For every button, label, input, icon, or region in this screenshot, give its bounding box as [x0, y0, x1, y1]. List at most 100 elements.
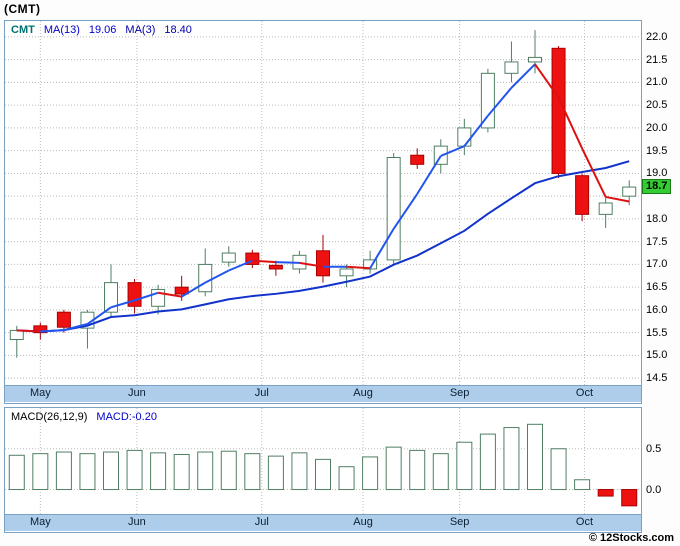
- ma3-segment: [228, 259, 253, 272]
- legend-ma3-label: MA(3): [125, 24, 156, 36]
- ma3-segment: [299, 261, 324, 268]
- ma3-segment: [534, 63, 560, 99]
- candle-up: [363, 259, 378, 270]
- macd-bar-positive: [267, 455, 284, 491]
- candle-up: [480, 72, 495, 129]
- candle-down: [33, 325, 48, 334]
- ma3-segment: [605, 195, 630, 203]
- macd-bar-positive: [479, 433, 496, 491]
- price-tick-label: 17.0: [646, 258, 668, 271]
- price-tick-label: 19.0: [646, 167, 668, 180]
- price-tick-label: 15.0: [646, 349, 668, 362]
- ma3-segment: [181, 281, 206, 298]
- candle-up: [598, 202, 613, 215]
- legend-ma3-value: 18.40: [164, 24, 192, 36]
- candle-down: [316, 250, 330, 277]
- price-month-axis: May Jun Jul Aug Sep Oct: [5, 385, 641, 402]
- macd-panel: MACD(26,12,9) MACD:-0.20 May Jun Jul Aug Sep O…: [4, 407, 642, 533]
- macd-bar-positive: [8, 454, 25, 491]
- macd-bar-positive: [315, 458, 331, 491]
- ma3-segment: [440, 145, 465, 157]
- macd-bar-positive: [338, 466, 355, 491]
- candle-up: [9, 329, 24, 340]
- price-tick-label: 16.5: [646, 281, 668, 294]
- macd-bar-positive: [362, 456, 379, 491]
- candle-down: [268, 264, 283, 270]
- macd-chart-canvas: [5, 408, 641, 514]
- legend-ma13-value: 19.06: [88, 24, 117, 36]
- price-tick-label: 15.5: [646, 326, 668, 339]
- macd-bar-positive: [291, 452, 308, 491]
- macd-bar-positive: [220, 450, 237, 491]
- price-tick-label: 16.0: [646, 303, 668, 316]
- macd-bar-positive: [432, 453, 449, 491]
- candle-up: [386, 157, 401, 261]
- candle-up: [504, 61, 519, 74]
- candle-up: [198, 263, 213, 293]
- ma3-segment: [369, 228, 395, 269]
- macd-legend: MACD(26,12,9) MACD:-0.20: [11, 411, 166, 423]
- month-label: Jun: [128, 516, 146, 528]
- last-price-badge: 18.7: [642, 179, 672, 195]
- macd-bar-positive: [527, 423, 543, 491]
- ma3-segment: [157, 291, 182, 298]
- price-tick-label: 18.0: [646, 212, 668, 225]
- candle-up: [104, 282, 118, 313]
- macd-bar-positive: [173, 453, 190, 491]
- month-label: Jun: [128, 387, 146, 399]
- watermark: © 12Stocks.com: [588, 532, 674, 544]
- month-label: Aug: [353, 387, 373, 399]
- month-label: May: [29, 516, 51, 528]
- macd-bar-positive: [55, 451, 72, 491]
- month-label: May: [29, 387, 51, 399]
- macd-bar-positive: [126, 449, 143, 491]
- ma3-segment: [463, 115, 489, 147]
- ticker-title: (CMT): [4, 2, 41, 16]
- macd-bar-positive: [385, 446, 402, 491]
- price-tick-label: 21.5: [646, 53, 668, 66]
- macd-month-axis: May Jun Jul Aug Sep Oct: [5, 514, 641, 531]
- legend-symbol: CMT: [11, 24, 35, 36]
- macd-bar-positive: [574, 479, 591, 491]
- candle-up: [457, 127, 472, 147]
- ma3-segment: [134, 291, 159, 302]
- ma3-segment: [510, 63, 536, 89]
- ma13-line: [16, 160, 630, 333]
- price-tick-label: 20.5: [646, 99, 668, 112]
- candle-up: [339, 268, 354, 277]
- macd-tick-label: 0.0: [646, 483, 662, 496]
- candle-down: [56, 311, 71, 328]
- month-label: Oct: [575, 516, 594, 528]
- price-chart-panel: CMT MA(13) 19.06 MA(3) 18.40 May Jun Jul Aug Sep…: [4, 20, 642, 404]
- candle-up: [622, 186, 637, 197]
- price-tick-label: 22.0: [646, 30, 668, 43]
- ma3-segment: [252, 259, 276, 264]
- macd-bar-positive: [550, 448, 567, 491]
- macd-bar-positive: [503, 427, 520, 491]
- macd-value: MACD:-0.20: [96, 411, 157, 423]
- month-label: Jul: [254, 387, 269, 399]
- price-legend: CMT MA(13) 19.06 MA(3) 18.40: [11, 24, 201, 36]
- price-tick-label: 20.0: [646, 121, 668, 134]
- candle-up: [528, 56, 542, 63]
- macd-bar-positive: [79, 453, 96, 491]
- ma3-segment: [86, 306, 112, 325]
- macd-axis-labels: 0.5 0.0: [645, 408, 679, 514]
- price-plot: CMT MA(13) 19.06 MA(3) 18.40: [5, 21, 641, 385]
- month-label: Aug: [353, 516, 373, 528]
- macd-bar-positive: [32, 453, 49, 491]
- candle-up: [221, 252, 236, 263]
- macd-bar-positive: [103, 451, 119, 491]
- price-tick-label: 14.5: [646, 372, 668, 385]
- price-tick-label: 17.5: [646, 235, 668, 248]
- ma3-segment: [40, 329, 64, 333]
- macd-bar-positive: [244, 453, 261, 491]
- macd-bar-positive: [197, 451, 214, 491]
- candle-down: [245, 252, 260, 265]
- month-label: Sep: [449, 516, 470, 528]
- candle-up: [151, 288, 166, 307]
- price-chart-canvas: [5, 21, 641, 385]
- macd-label: MACD(26,12,9): [11, 411, 88, 423]
- ma3-segment: [110, 299, 135, 309]
- ma3-segment: [204, 269, 230, 284]
